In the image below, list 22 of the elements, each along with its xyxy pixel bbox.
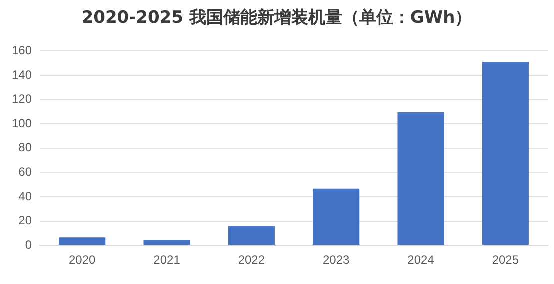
chart-title: 2020-2025 我国储能新增装机量（单位：GWh）: [80, 7, 474, 29]
x-tick-label: 2024: [408, 253, 435, 268]
y-tick-label: 80: [18, 140, 32, 155]
y-tick-label: 20: [18, 214, 32, 228]
x-tick-label: 2023: [322, 253, 350, 268]
x-tick-label: 2021: [154, 253, 181, 268]
y-tick-label: 0: [25, 238, 32, 252]
x-tick-label: 2020: [69, 253, 96, 268]
bar: [144, 240, 190, 246]
bar: [398, 112, 444, 246]
y-tick-label: 120: [12, 92, 32, 106]
y-tick-label: 100: [12, 116, 32, 130]
bar: [59, 238, 106, 246]
x-tick-label: 2022: [238, 253, 266, 268]
bar: [482, 62, 529, 246]
y-tick-label: 140: [12, 68, 32, 82]
bar: [228, 226, 275, 246]
x-tick-label: 2025: [492, 253, 520, 268]
y-tick-label: 160: [12, 44, 32, 58]
bar: [313, 188, 360, 246]
y-tick-label: 60: [18, 165, 32, 180]
y-tick-label: 40: [18, 189, 32, 204]
